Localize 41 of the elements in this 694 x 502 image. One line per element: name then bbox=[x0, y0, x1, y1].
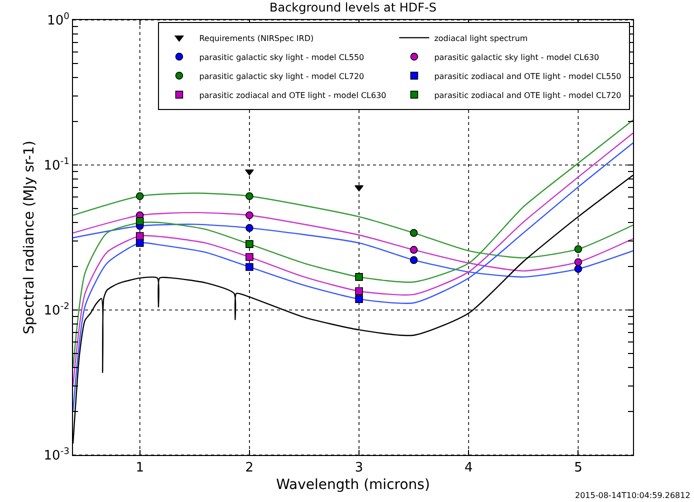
point bbox=[355, 295, 363, 303]
point bbox=[410, 229, 418, 237]
chart-title: Background levels at HDF-S bbox=[270, 0, 436, 14]
text: 2015-08-14T10:04:59.26812 bbox=[575, 491, 690, 500]
point bbox=[136, 192, 144, 200]
legend-label: zodiacal light spectrum bbox=[434, 34, 528, 43]
y-tick-label: 10$^{0}$ bbox=[47, 12, 70, 29]
point bbox=[136, 217, 144, 226]
x-tick-label: 1 bbox=[136, 460, 144, 476]
point bbox=[246, 263, 254, 271]
point bbox=[355, 273, 363, 281]
legend-label: parasitic galactic sky light - model CL630 bbox=[434, 52, 600, 62]
legend-label: parasitic zodiacal and OTE light - model CL720 bbox=[434, 90, 622, 100]
y-axis-title: Spectral radiance (MJy sr-1) bbox=[21, 140, 38, 334]
x-axis-title: Wavelength (microns) bbox=[276, 476, 430, 493]
legend-label: parasitic zodiacal and OTE light - model CL630 bbox=[199, 90, 386, 100]
point bbox=[354, 185, 364, 192]
point bbox=[410, 246, 418, 254]
x-tick-label: 3 bbox=[354, 460, 364, 476]
y-tick-label: 10$^{-3}$ bbox=[44, 447, 70, 464]
y-tick-label: 10$^{-1}$ bbox=[44, 157, 70, 174]
legend-label: parasitic galactic sky light - model CL720 bbox=[199, 72, 364, 81]
point bbox=[246, 224, 254, 232]
x-tick-label: 4 bbox=[464, 460, 473, 476]
point bbox=[410, 256, 418, 264]
point bbox=[574, 258, 582, 266]
point bbox=[246, 253, 254, 261]
point bbox=[574, 245, 582, 254]
point bbox=[574, 265, 582, 273]
point bbox=[136, 232, 144, 240]
x-tick-label: 2 bbox=[245, 460, 254, 476]
point bbox=[246, 211, 254, 220]
point bbox=[246, 240, 254, 248]
point bbox=[245, 169, 254, 176]
point bbox=[246, 192, 254, 200]
legend-label: parasitic galactic sky light - model CL550 bbox=[199, 52, 364, 62]
point bbox=[355, 287, 363, 295]
legend-label: Requirements (NIRSpec IRD) bbox=[199, 34, 314, 43]
legend-label: parasitic zodiacal and OTE light - model CL550 bbox=[434, 72, 622, 81]
y-tick-label: 10$^{-2}$ bbox=[44, 302, 70, 319]
x-tick-label: 5 bbox=[574, 460, 582, 476]
